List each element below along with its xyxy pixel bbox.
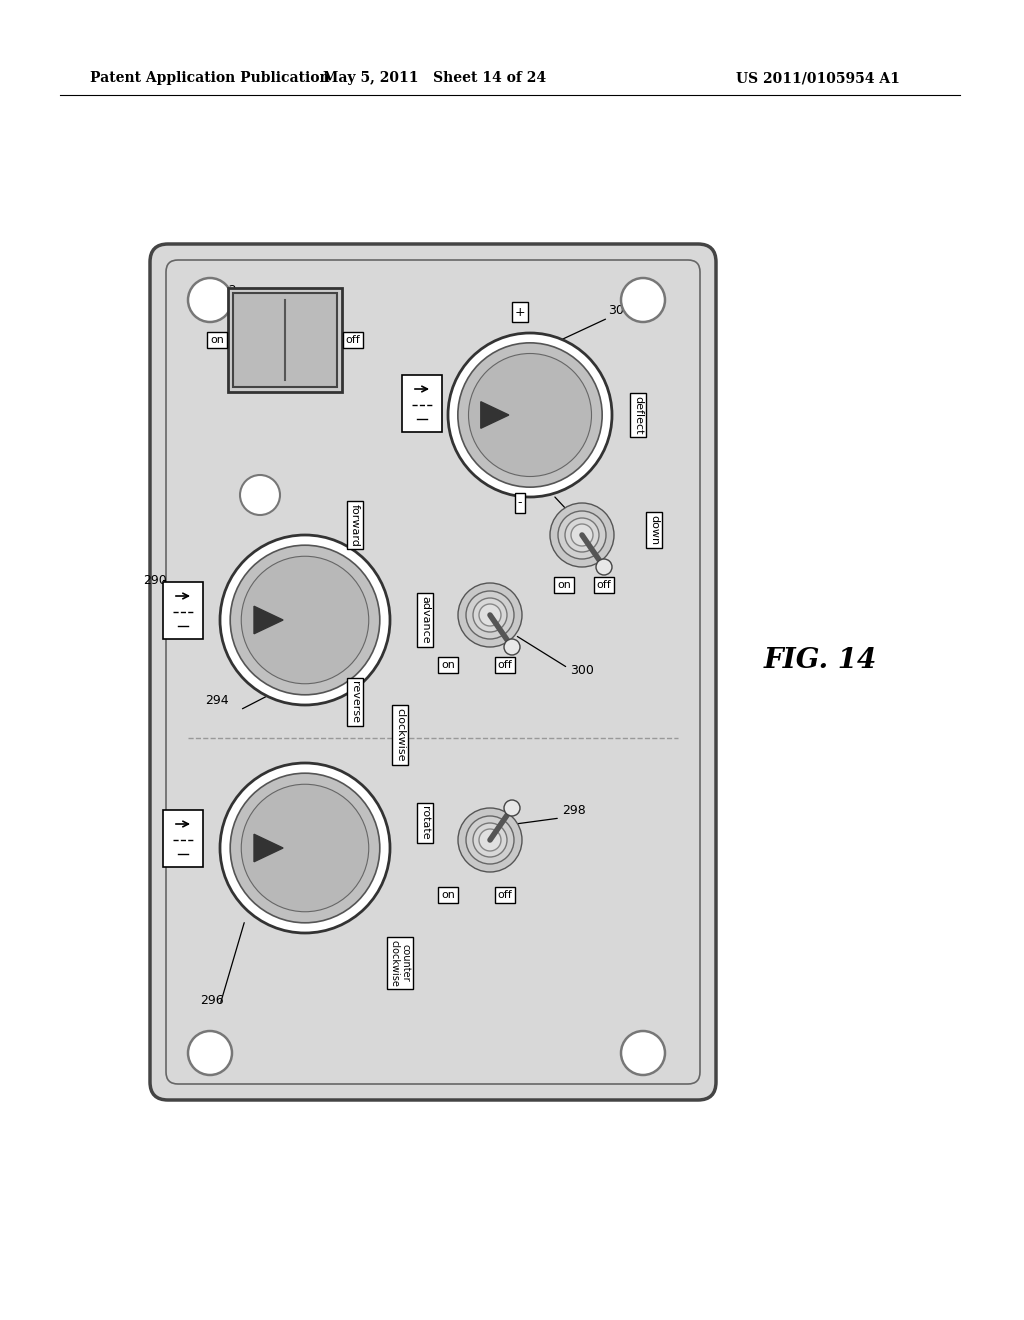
- Circle shape: [466, 816, 514, 865]
- Text: on: on: [210, 335, 224, 345]
- Text: off: off: [498, 660, 512, 671]
- Circle shape: [458, 583, 522, 647]
- Text: on: on: [557, 579, 571, 590]
- Text: 292: 292: [213, 284, 237, 297]
- Text: advance: advance: [420, 597, 430, 644]
- Text: off: off: [597, 579, 611, 590]
- Circle shape: [473, 598, 507, 632]
- Circle shape: [230, 545, 380, 694]
- Circle shape: [458, 808, 522, 873]
- Circle shape: [565, 517, 599, 552]
- FancyBboxPatch shape: [163, 810, 203, 867]
- Circle shape: [242, 556, 369, 684]
- Text: rotate: rotate: [420, 807, 430, 840]
- Text: May 5, 2011   Sheet 14 of 24: May 5, 2011 Sheet 14 of 24: [324, 71, 547, 84]
- Circle shape: [240, 475, 280, 515]
- Text: 302: 302: [532, 483, 556, 496]
- Polygon shape: [481, 401, 509, 428]
- Text: 294: 294: [205, 693, 228, 706]
- Text: 304: 304: [608, 304, 632, 317]
- Circle shape: [479, 605, 501, 626]
- Text: down: down: [649, 515, 659, 545]
- Text: on: on: [441, 660, 455, 671]
- Circle shape: [558, 511, 606, 558]
- Circle shape: [621, 279, 665, 322]
- Circle shape: [621, 1031, 665, 1074]
- FancyBboxPatch shape: [402, 375, 442, 432]
- Polygon shape: [254, 606, 283, 634]
- Text: 296: 296: [200, 994, 223, 1006]
- Text: forward: forward: [350, 503, 360, 546]
- Circle shape: [188, 279, 232, 322]
- Text: +: +: [515, 305, 525, 318]
- Text: 298: 298: [562, 804, 586, 817]
- Text: -: -: [518, 496, 522, 510]
- Circle shape: [449, 333, 612, 498]
- Circle shape: [466, 591, 514, 639]
- Circle shape: [242, 784, 369, 912]
- FancyBboxPatch shape: [228, 288, 342, 392]
- Text: counter
clockwise: counter clockwise: [389, 940, 411, 986]
- Circle shape: [230, 774, 380, 923]
- Text: reverse: reverse: [350, 681, 360, 723]
- FancyBboxPatch shape: [150, 244, 716, 1100]
- Text: 290: 290: [143, 573, 167, 586]
- Circle shape: [504, 800, 520, 816]
- Circle shape: [596, 558, 612, 576]
- Circle shape: [479, 829, 501, 851]
- Text: off: off: [498, 890, 512, 900]
- Circle shape: [571, 524, 593, 546]
- Text: FIG. 14: FIG. 14: [763, 647, 877, 673]
- Circle shape: [504, 639, 520, 655]
- Circle shape: [188, 1031, 232, 1074]
- Text: off: off: [346, 335, 360, 345]
- Text: deflect: deflect: [633, 396, 643, 434]
- Text: on: on: [441, 890, 455, 900]
- Text: US 2011/0105954 A1: US 2011/0105954 A1: [736, 71, 900, 84]
- Circle shape: [550, 503, 614, 568]
- Circle shape: [220, 763, 390, 933]
- Circle shape: [220, 535, 390, 705]
- FancyBboxPatch shape: [233, 293, 337, 387]
- FancyBboxPatch shape: [163, 582, 203, 639]
- Text: Patent Application Publication: Patent Application Publication: [90, 71, 330, 84]
- Circle shape: [458, 343, 602, 487]
- Circle shape: [469, 354, 592, 477]
- Text: clockwise: clockwise: [395, 709, 406, 762]
- Text: 300: 300: [570, 664, 594, 676]
- Polygon shape: [254, 834, 283, 862]
- Circle shape: [473, 822, 507, 857]
